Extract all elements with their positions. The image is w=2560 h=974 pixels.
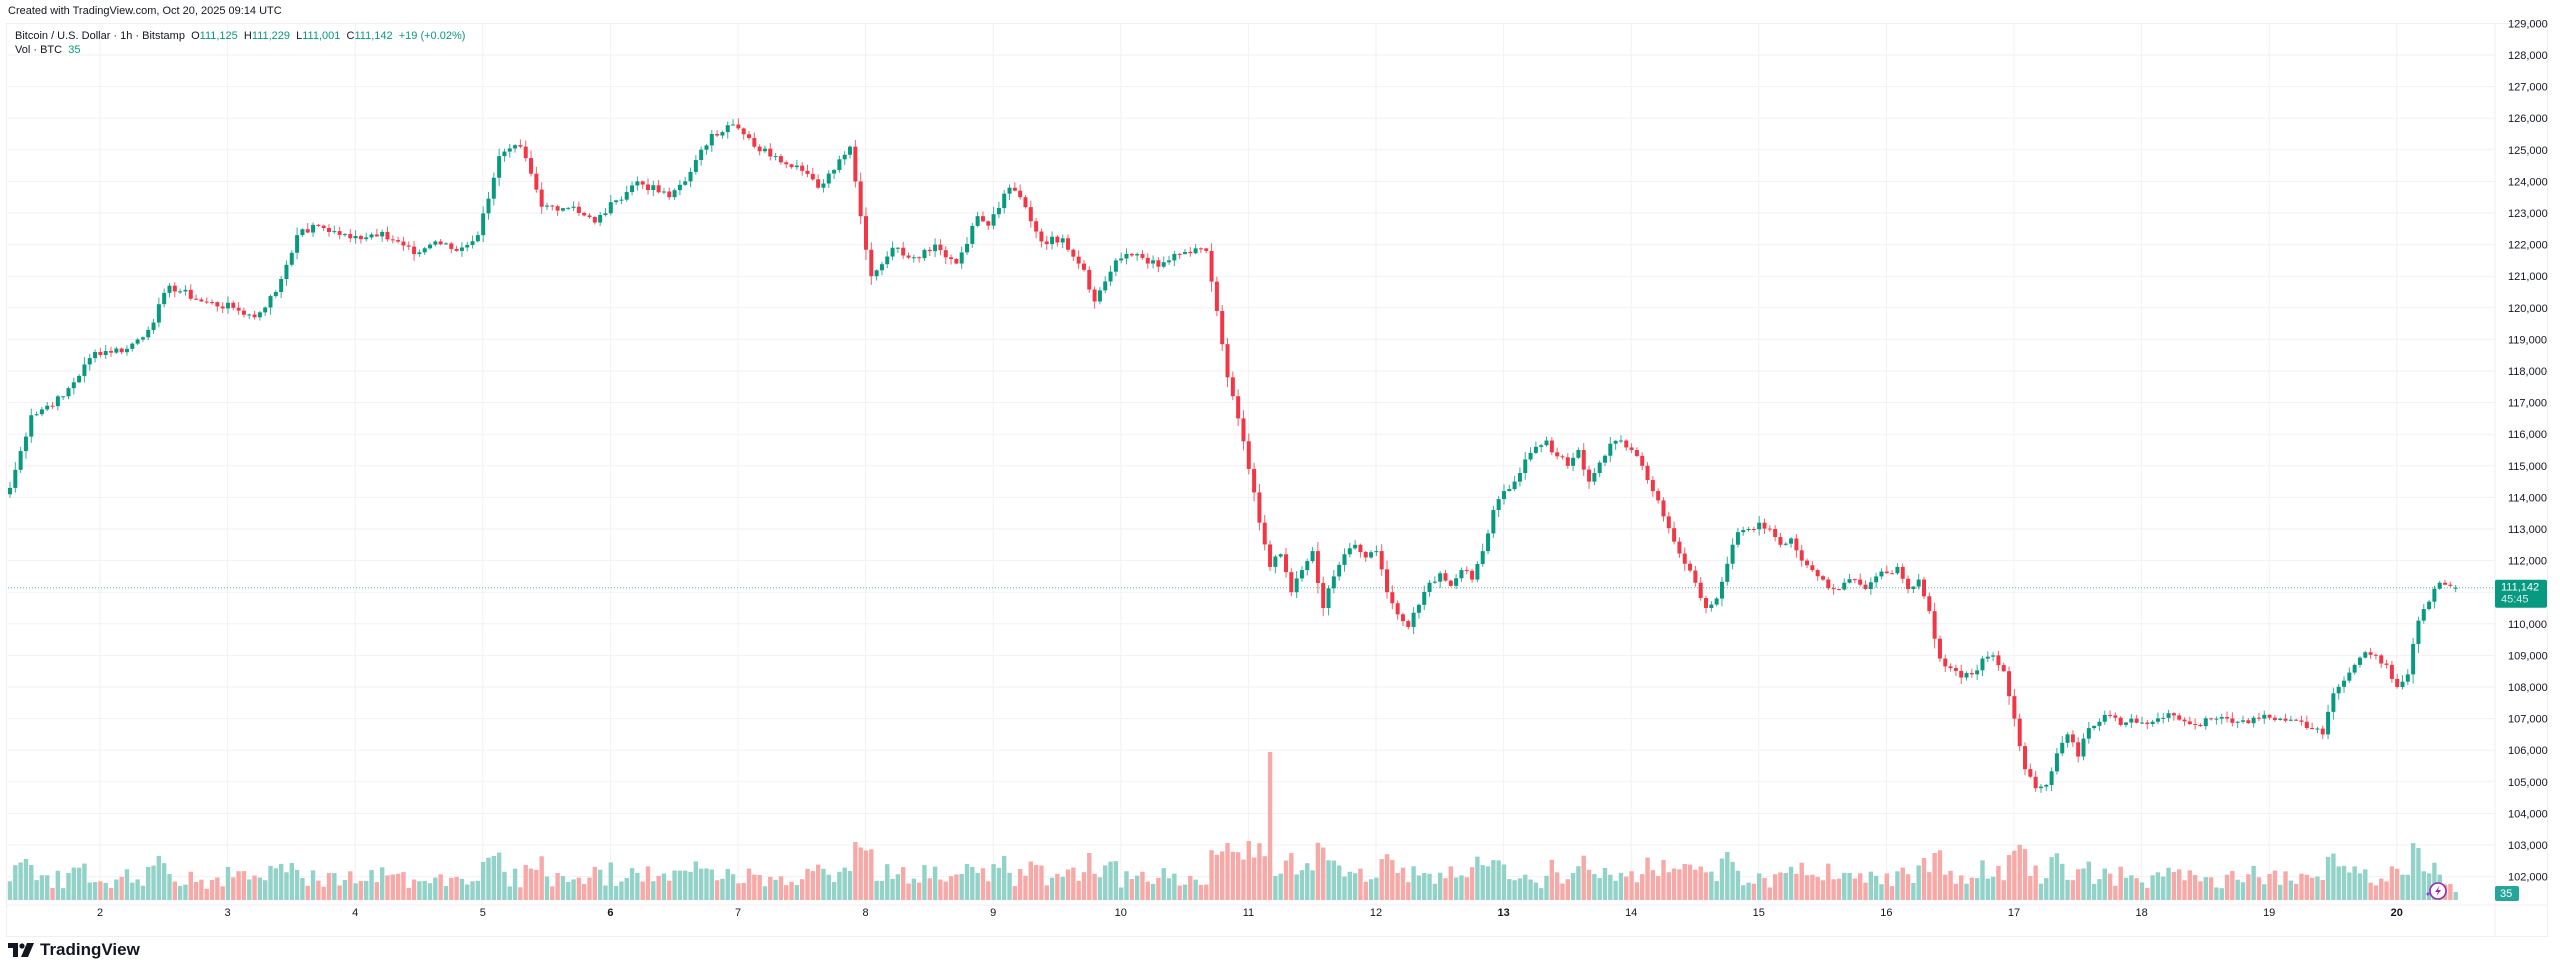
time-tick: 18 [2135, 907, 2147, 919]
price-tick: 118,000 [2508, 366, 2547, 378]
price-axis[interactable]: 129,000 128,000 127,000 126,000 125,000 124,0… [2508, 18, 2548, 883]
last-price-badge: 111,142 45:45 [2495, 579, 2547, 608]
time-tick: 13 [1497, 907, 1509, 919]
volume-bars [7, 752, 2458, 900]
last-price-value: 111,142 [2501, 582, 2539, 594]
price-tick: 129,000 [2508, 18, 2548, 30]
price-tick: 115,000 [2508, 461, 2547, 473]
price-tick: 120,000 [2508, 303, 2548, 315]
candles [8, 118, 2458, 793]
time-tick: 9 [990, 907, 996, 919]
price-tick: 110,000 [2508, 619, 2547, 631]
chart-legend: Bitcoin / U.S. Dollar · 1h · Bitstamp O1… [15, 29, 465, 57]
time-axis[interactable]: 2 3 4 5 6 7 8 9 10 11 12 13 14 15 16 17 18 19 20 [97, 907, 2403, 919]
time-tick: 15 [1753, 907, 1765, 919]
time-tick: 6 [607, 907, 613, 919]
price-tick: 116,000 [2508, 429, 2547, 441]
price-tick: 113,000 [2508, 524, 2547, 536]
price-tick: 105,000 [2508, 777, 2548, 789]
legend-low: 111,001 [302, 30, 341, 42]
legend-low-label: L [296, 30, 303, 42]
legend-close: 111,142 [354, 30, 393, 42]
legend-volume-row: Vol · BTC 35 [15, 43, 465, 57]
lightning-icon[interactable] [2426, 882, 2447, 900]
tradingview-logo-icon [8, 943, 34, 957]
time-tick: 4 [352, 907, 358, 919]
price-tick: 114,000 [2508, 492, 2547, 504]
time-tick: 5 [480, 907, 486, 919]
time-tick: 19 [2263, 907, 2275, 919]
legend-volume: 35 [68, 44, 81, 56]
legend-volume-label[interactable]: Vol · BTC [15, 44, 63, 56]
price-tick: 125,000 [2508, 145, 2548, 157]
price-tick: 106,000 [2508, 745, 2548, 757]
time-tick: 20 [2391, 907, 2403, 919]
time-tick: 8 [863, 907, 869, 919]
price-tick: 123,000 [2508, 208, 2548, 220]
created-caption: Created with TradingView.com, Oct 20, 20… [8, 5, 282, 17]
legend-change: +19 (+0.02%) [398, 30, 466, 42]
price-tick: 122,000 [2508, 240, 2548, 252]
time-tick: 12 [1370, 907, 1382, 919]
price-tick: 121,000 [2508, 271, 2548, 283]
price-tick: 117,000 [2508, 398, 2547, 410]
volume-badge-value: 35 [2500, 888, 2512, 900]
price-tick: 112,000 [2508, 556, 2547, 568]
time-tick: 11 [1243, 907, 1254, 919]
price-tick: 109,000 [2508, 650, 2548, 662]
volume-badge: 35 [2495, 886, 2519, 901]
price-tick: 128,000 [2508, 50, 2548, 62]
legend-open: 111,125 [199, 30, 238, 42]
price-tick: 119,000 [2508, 334, 2547, 346]
bar-countdown: 45:45 [2501, 594, 2529, 606]
price-tick: 104,000 [2508, 808, 2548, 820]
price-tick: 107,000 [2508, 714, 2548, 726]
tradingview-brand: TradingView [40, 940, 140, 959]
legend-ohlc-row: Bitcoin / U.S. Dollar · 1h · Bitstamp O1… [15, 29, 465, 43]
time-tick: 7 [735, 907, 741, 919]
legend-high: 111,229 [251, 30, 290, 42]
time-tick: 2 [97, 907, 103, 919]
price-tick: 127,000 [2508, 82, 2548, 94]
time-tick: 14 [1625, 907, 1637, 919]
time-tick: 3 [225, 907, 231, 919]
grid-lines [6, 22, 2548, 936]
price-tick: 126,000 [2508, 113, 2548, 125]
price-tick: 124,000 [2508, 176, 2548, 188]
tradingview-logo[interactable]: TradingView [8, 940, 140, 960]
time-tick: 16 [1880, 907, 1892, 919]
legend-symbol[interactable]: Bitcoin / U.S. Dollar · 1h · Bitstamp [15, 30, 185, 42]
price-tick: 108,000 [2508, 682, 2548, 694]
time-tick: 10 [1115, 907, 1127, 919]
legend-close-label: C [346, 30, 355, 42]
time-tick: 17 [2008, 907, 2020, 919]
price-tick: 102,000 [2508, 872, 2548, 884]
legend-high-label: H [243, 30, 252, 42]
legend-open-label: O [191, 30, 200, 42]
price-tick: 103,000 [2508, 840, 2548, 852]
